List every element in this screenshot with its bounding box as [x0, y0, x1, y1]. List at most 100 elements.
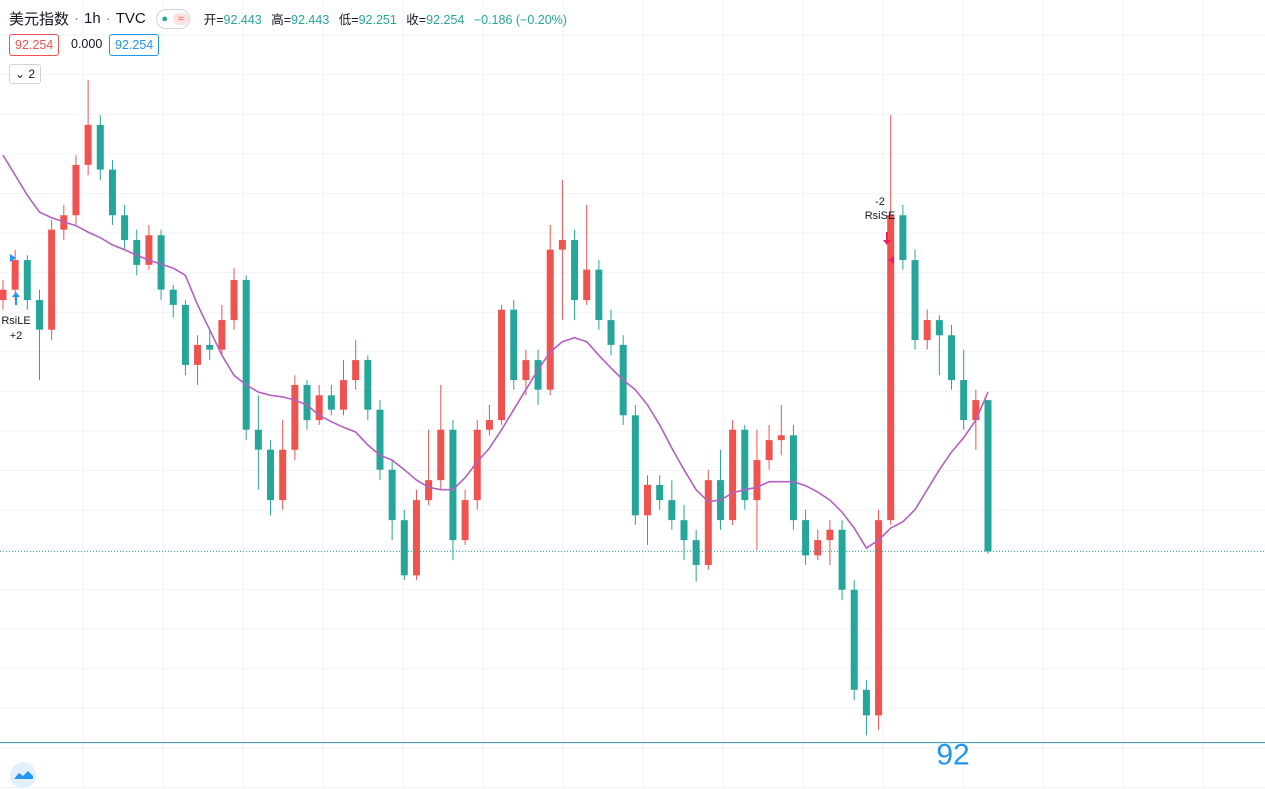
logo — [10, 762, 36, 788]
candle-body — [887, 215, 895, 521]
interval: 1h — [84, 10, 101, 27]
candle-body — [96, 124, 104, 170]
candle-body — [230, 280, 238, 321]
y-tick-label: 92 — [936, 739, 969, 772]
candle-body — [157, 235, 165, 290]
signal-label: -2 — [875, 196, 885, 208]
candle-body — [875, 520, 883, 716]
ohlc-label: 低= — [338, 13, 359, 27]
ohlc-label: 收= — [406, 13, 427, 27]
candle-body — [267, 449, 275, 501]
candle-body — [948, 335, 956, 381]
candle-body — [729, 429, 737, 521]
candle-body — [546, 249, 554, 390]
candle-body — [753, 460, 761, 501]
signal-arrow — [883, 232, 891, 245]
signal-marker — [10, 254, 16, 262]
status-pill[interactable]: ● ≈ — [155, 8, 190, 29]
candle-body — [218, 320, 226, 350]
value-badge: 92.254 — [9, 34, 60, 56]
candle-body — [510, 309, 518, 381]
candle-body — [668, 500, 676, 521]
candle-body — [862, 689, 870, 716]
candle-body — [984, 400, 992, 552]
candle-body — [242, 280, 250, 430]
candle-body — [826, 529, 834, 541]
signal-arrow — [12, 292, 20, 305]
candle-body — [194, 344, 202, 365]
collapse-button[interactable]: ⌄ 2 — [9, 64, 41, 84]
candle-body — [23, 260, 31, 301]
candle-body — [48, 229, 56, 330]
candle-body — [206, 344, 214, 350]
candle-body — [960, 380, 968, 421]
candle-body — [169, 289, 177, 305]
signal-label: +2 — [10, 330, 23, 342]
candle-body — [644, 484, 652, 516]
candle-body — [741, 429, 749, 501]
candle-body — [339, 380, 347, 410]
candle-body — [108, 169, 116, 216]
signal-label: RsiSE — [865, 210, 896, 222]
candle-body — [838, 529, 846, 590]
collapse-count: 2 — [28, 67, 36, 81]
signal-marker — [888, 256, 894, 264]
logo-icon — [14, 771, 33, 779]
source: TVC — [115, 10, 146, 27]
candle-body — [656, 484, 664, 501]
candle-body — [133, 240, 141, 265]
candle-body — [72, 164, 80, 216]
candle-body — [388, 469, 396, 521]
candle-body — [972, 400, 980, 421]
candle-body — [814, 540, 822, 556]
candle-body — [315, 395, 323, 421]
ohlc-value: 92.443 — [291, 13, 330, 27]
candle-body — [522, 360, 530, 381]
candle-body — [558, 240, 566, 250]
candle-body — [425, 480, 433, 501]
change: −0.186 (−0.20%) — [473, 13, 567, 27]
candle-body — [449, 429, 457, 541]
candle-body — [473, 429, 481, 501]
candle-body — [704, 480, 712, 565]
ohlc-value: 92.443 — [223, 13, 262, 27]
candle-body — [279, 449, 287, 501]
candle-body — [181, 304, 189, 365]
candle-body — [121, 215, 129, 241]
ohlc-label: 高= — [271, 13, 292, 27]
symbol: 美元指数 — [9, 11, 70, 28]
candle-body — [0, 289, 7, 301]
candle-body — [789, 435, 797, 521]
candle-body — [437, 429, 445, 481]
candle-body — [35, 300, 43, 330]
candle-body — [327, 395, 335, 410]
candle-body — [400, 520, 408, 576]
ohlc-value: 92.254 — [426, 13, 465, 27]
candle-body — [911, 260, 919, 341]
value-badge: 0.000 — [71, 37, 103, 51]
candle-body — [461, 500, 469, 541]
candle-body — [802, 520, 810, 556]
candle-body — [376, 409, 384, 470]
candle-body — [498, 309, 506, 421]
candle-body — [352, 360, 360, 381]
candle-body — [84, 124, 92, 165]
ohlc: 开=92.443 高=92.443 低=92.251 收=92.254 −0.1… — [204, 9, 573, 28]
candle-body — [145, 235, 153, 265]
ohlc-value: 92.251 — [358, 13, 397, 27]
signal-label: RsiLE — [1, 315, 30, 327]
candle-body — [303, 384, 311, 421]
candle-body — [11, 260, 19, 290]
candle-body — [923, 320, 931, 341]
candle-body — [291, 384, 299, 450]
candle-body — [680, 520, 688, 541]
moving-average — [2, 154, 989, 550]
value-badge: 92.254 — [109, 34, 160, 56]
candle-body — [850, 589, 858, 690]
candle-body — [254, 429, 262, 450]
candle-body — [583, 269, 591, 301]
candle-body — [777, 435, 785, 441]
candle-body — [595, 269, 603, 321]
